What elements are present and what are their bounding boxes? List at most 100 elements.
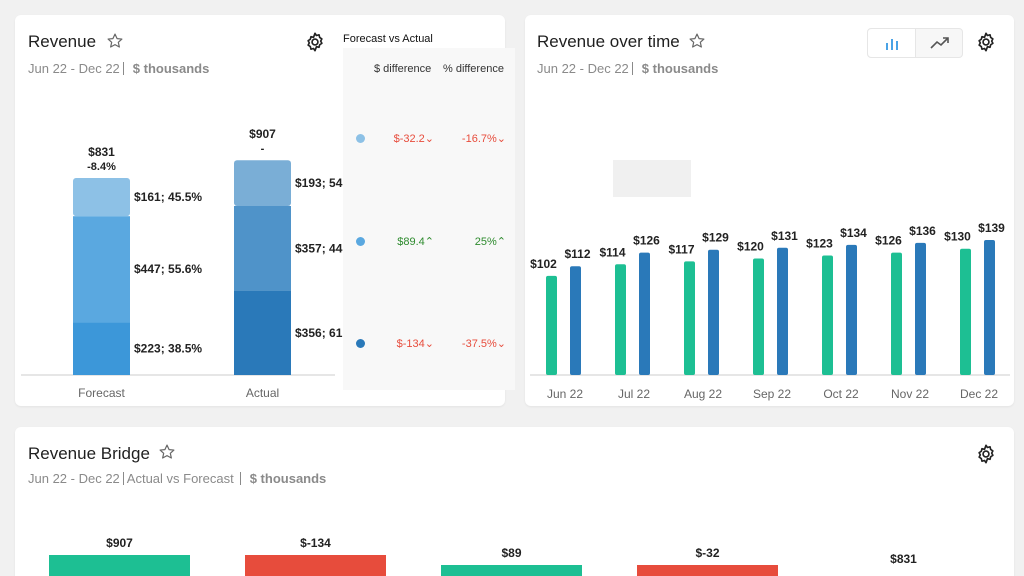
bar-value-label: $139 [978, 221, 1005, 235]
star-outline-icon[interactable] [688, 32, 706, 50]
bar [639, 252, 650, 375]
bar-value-label: $129 [702, 231, 729, 245]
bar [915, 242, 926, 375]
x-tick-label: Aug 22 [684, 387, 722, 401]
stack-segment [73, 322, 130, 375]
dollar-difference: $-134⌄ [396, 338, 434, 350]
gear-icon[interactable] [304, 31, 326, 53]
revenue-over-time-chart: $102 $112 Jun 22 $114 $126 Jul 22 $117 $129 Aug … [530, 160, 1010, 401]
bar-view-option[interactable] [868, 29, 916, 57]
bar-value-label: $120 [737, 239, 764, 253]
bar-value-label: $126 [633, 234, 660, 248]
bar-value-label: $126 [875, 234, 902, 248]
bar-value-label: $112 [564, 247, 590, 261]
bar-value-label: $102 [530, 257, 557, 271]
revenue-subtitle: Jun 22 - Dec 22 $ thousands [28, 61, 209, 76]
legend-dot [356, 134, 365, 143]
segment-label: $356; 61 [295, 326, 343, 340]
line-view-option[interactable] [916, 29, 964, 57]
stack-segment [73, 216, 130, 323]
divider [239, 472, 241, 485]
total-label: $907 [249, 127, 276, 141]
chart-type-toggle [867, 28, 963, 58]
x-tick-label: Sep 22 [753, 387, 791, 401]
forecast-vs-actual-panel [343, 48, 515, 390]
trend-line-icon [930, 37, 949, 49]
bridge-bar [441, 565, 582, 576]
percent-difference: 25%⌃ [474, 236, 506, 248]
stack-segment [234, 205, 291, 291]
bar-chart-icon [885, 39, 898, 50]
bar [546, 275, 557, 375]
segment-label: $357; 44 [295, 241, 343, 255]
divider [122, 472, 124, 485]
unit-label: $ thousands [249, 471, 327, 486]
stack-segment [234, 290, 291, 375]
revenue-title: Revenue [28, 32, 97, 51]
segment-label: $223; 38.5% [134, 342, 202, 356]
total-sublabel: -8.4% [87, 161, 116, 173]
x-tick-label: Actual [246, 386, 279, 400]
comparison-label: Actual vs Forecast [126, 471, 234, 486]
x-tick-label: Nov 22 [891, 387, 929, 401]
unit-label: $ thousands [641, 61, 719, 76]
bar-value-label: $131 [771, 229, 798, 243]
divider [631, 62, 633, 75]
revenue-over-time-card [525, 15, 1014, 406]
bar-value-label: $114 [599, 245, 625, 259]
segment-label: $193; 54 [295, 176, 343, 190]
bar-value-label: $134 [840, 226, 867, 240]
star-outline-icon[interactable] [158, 443, 176, 461]
bar-value-label: $117 [668, 242, 694, 256]
date-range: Jun 22 - Dec 22 [537, 61, 629, 76]
bridge-value-label: $831 [890, 552, 917, 566]
bar-value-label: $130 [944, 230, 971, 244]
rot-subtitle: Jun 22 - Dec 22 $ thousands [537, 61, 718, 76]
bar [570, 266, 581, 375]
bridge-value-label: $-32 [695, 546, 719, 560]
dollar-difference: $89.4⌃ [397, 236, 434, 248]
unit-label: $ thousands [132, 61, 210, 76]
segment-label: $161; 45.5% [134, 190, 202, 204]
percent-difference: -16.7%⌄ [461, 133, 506, 145]
revenue-stacked-chart: $223; 38.5% $447; 55.6% $161; 45.5% $831 -8.… [21, 127, 343, 400]
bridge-bar [245, 555, 386, 576]
x-tick-label: Oct 22 [823, 387, 859, 401]
bar [846, 244, 857, 375]
fva-col-percent: % difference [443, 63, 504, 75]
stack-segment [73, 178, 130, 217]
x-tick-label: Jul 22 [618, 387, 650, 401]
bar [960, 248, 971, 375]
segment-label: $447; 55.6% [134, 262, 202, 276]
x-tick-label: Forecast [78, 386, 125, 400]
bridge-bar [49, 555, 190, 576]
bar [708, 249, 719, 375]
bridge-subtitle: Jun 22 - Dec 22 Actual vs Forecast $ thous… [28, 471, 326, 486]
revenue-bridge-chart: $907 $-134 $89 $-32 $831 [49, 536, 917, 576]
legend-dot [356, 237, 365, 246]
bar [822, 255, 833, 375]
bridge-value-label: $907 [106, 536, 133, 550]
bar [891, 252, 902, 375]
x-tick-label: Dec 22 [960, 387, 998, 401]
bar [753, 258, 764, 375]
total-label: $831 [88, 145, 115, 159]
legend-dot [356, 339, 365, 348]
revenue-bridge-card [15, 427, 1014, 576]
bar [777, 247, 788, 375]
bridge-title: Revenue Bridge [28, 444, 150, 463]
gear-icon[interactable] [975, 443, 997, 465]
bridge-value-label: $89 [501, 546, 521, 560]
bridge-value-label: $-134 [300, 536, 331, 550]
gear-icon[interactable] [975, 31, 997, 53]
bar [684, 261, 695, 375]
x-tick-label: Jun 22 [547, 387, 583, 401]
date-range: Jun 22 - Dec 22 [28, 61, 120, 76]
rot-title: Revenue over time [537, 32, 680, 51]
bar-value-label: $136 [909, 224, 936, 238]
dollar-difference: $-32.2⌄ [393, 133, 434, 145]
star-outline-icon[interactable] [106, 32, 124, 50]
divider [122, 62, 124, 75]
date-range: Jun 22 - Dec 22 [28, 471, 120, 486]
bar [984, 240, 995, 375]
